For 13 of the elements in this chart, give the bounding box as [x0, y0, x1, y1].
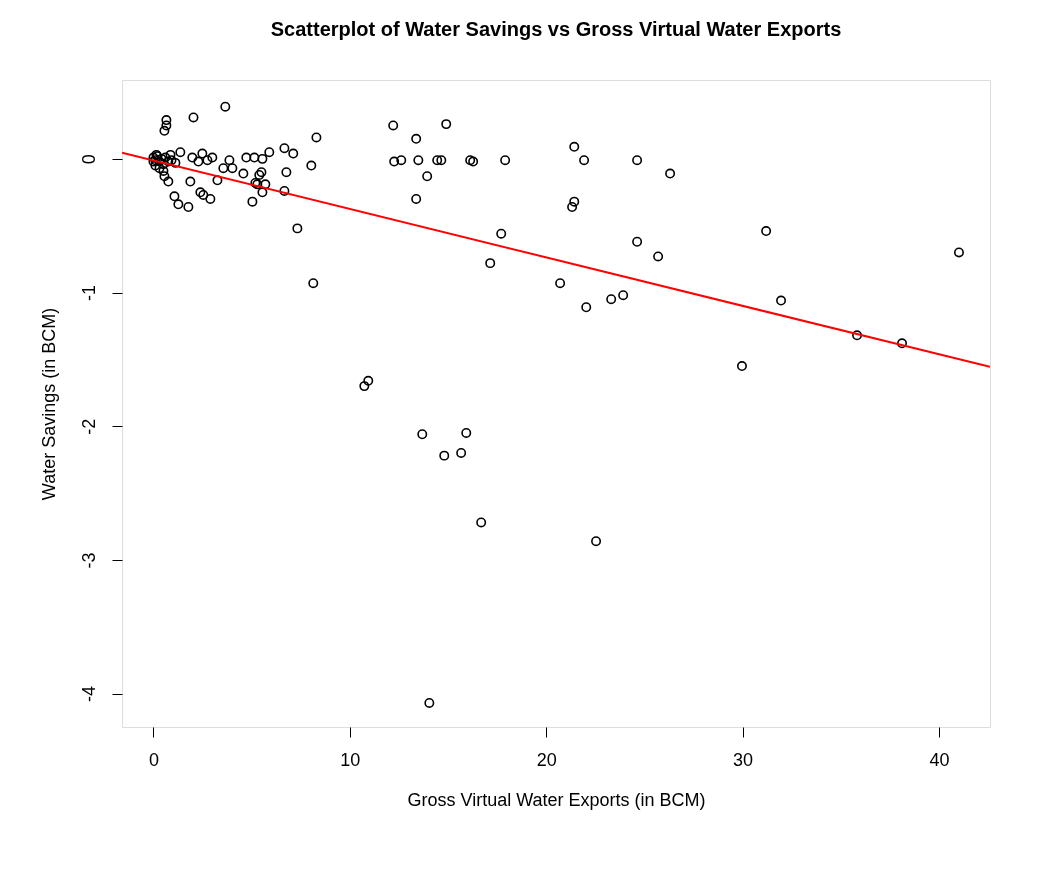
chart-title: Scatterplot of Water Savings vs Gross Virtual Water Exports — [270, 18, 842, 40]
y-axis-title: Water Savings (in BCM) — [38, 307, 59, 501]
y-tick-label: -4 — [78, 686, 99, 703]
x-tick-label: 20 — [536, 749, 557, 770]
y-tick-label: 0 — [78, 154, 99, 165]
x-tick-label: 10 — [340, 749, 361, 770]
x-tick-label: 30 — [733, 749, 754, 770]
x-tick-label: 0 — [148, 749, 159, 770]
x-axis-title: Gross Virtual Water Exports (in BCM) — [407, 789, 706, 810]
x-tick-label: 40 — [929, 749, 950, 770]
y-tick-label: -1 — [78, 285, 99, 302]
y-tick-label: -3 — [78, 552, 99, 569]
y-tick-label: -2 — [78, 418, 99, 435]
